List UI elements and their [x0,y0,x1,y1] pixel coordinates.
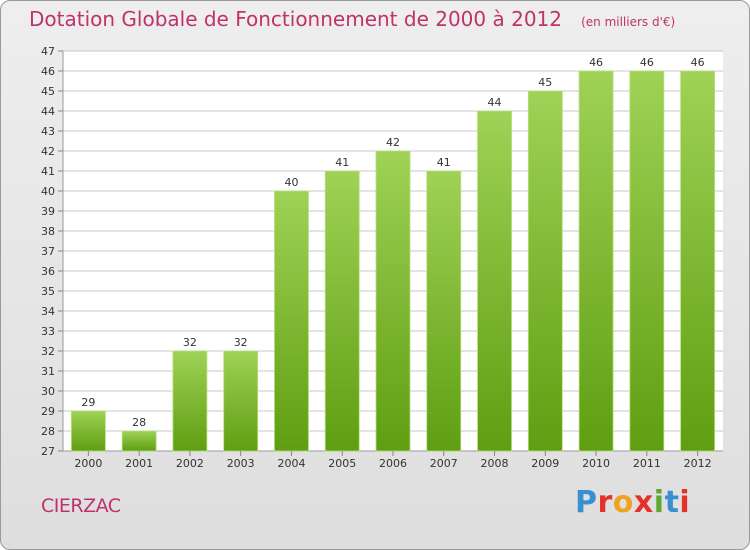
x-tick-label: 2000 [74,457,102,470]
logo-letter: o [612,485,634,520]
y-tick-label: 46 [41,65,55,78]
y-tick-label: 39 [41,205,55,218]
logo-letter: P [575,485,598,520]
bar [527,90,563,452]
y-tick-label: 32 [41,345,55,358]
logo-letter: i [679,485,691,520]
bar-value-label: 46 [640,56,654,69]
chart-title-text: Dotation Globale de Fonctionnement de 20… [29,7,562,31]
bar [629,70,665,452]
y-tick-label: 34 [41,305,55,318]
y-tick-label: 33 [41,325,55,338]
y-tick-label: 41 [41,165,55,178]
y-tick-label: 30 [41,385,55,398]
y-tick-label: 31 [41,365,55,378]
bar [375,150,411,452]
y-tick-label: 38 [41,225,55,238]
bar-value-label: 44 [488,96,502,109]
bar [578,70,614,452]
y-tick-label: 40 [41,185,55,198]
logo-letter: x [633,485,654,520]
y-tick-label: 37 [41,245,55,258]
logo-letter: t [664,485,680,520]
y-tick-label: 47 [41,45,55,58]
bar [223,350,259,452]
bar [680,70,716,452]
bar [324,170,360,452]
y-tick-label: 36 [41,265,55,278]
unit-note: (en milliers d'€) [581,15,676,29]
x-tick-label: 2009 [531,457,559,470]
bar-value-label: 32 [234,336,248,349]
bar-value-label: 45 [538,76,552,89]
bar-value-label: 28 [132,416,146,429]
y-tick-label: 27 [41,445,55,458]
bar-value-label: 41 [437,156,451,169]
bar-value-label: 29 [81,396,95,409]
bar [477,110,512,452]
bar [274,190,309,452]
bar [70,410,106,452]
y-tick-label: 42 [41,145,55,158]
y-tick-label: 35 [41,285,55,298]
x-tick-label: 2011 [633,457,661,470]
logo-letter: i [653,485,665,520]
bar-value-label: 46 [691,56,705,69]
x-tick-label: 2003 [227,457,255,470]
bar-value-label: 46 [589,56,603,69]
y-tick-label: 28 [41,425,55,438]
bar [172,350,208,452]
bar [121,430,157,452]
x-tick-label: 2002 [176,457,204,470]
x-tick-label: 2010 [582,457,610,470]
x-tick-label: 2005 [328,457,356,470]
bar [426,170,462,452]
x-tick-label: 2008 [481,457,509,470]
bar-value-label: 42 [386,136,400,149]
bar-value-label: 40 [284,176,298,189]
y-tick-label: 45 [41,85,55,98]
x-tick-label: 2006 [379,457,407,470]
bar-value-label: 32 [183,336,197,349]
bar-value-label: 41 [335,156,349,169]
x-tick-label: 2007 [430,457,458,470]
x-tick-label: 2001 [125,457,153,470]
logo-letter: r [597,485,613,520]
x-tick-label: 2004 [277,457,305,470]
x-tick-label: 2012 [684,457,712,470]
chart-title: Dotation Globale de Fonctionnement de 20… [29,7,675,31]
proxiti-logo: Proxiti [575,485,690,520]
y-tick-label: 29 [41,405,55,418]
y-tick-label: 44 [41,105,55,118]
y-tick-label: 43 [41,125,55,138]
commune-name: CIERZAC [41,495,121,517]
